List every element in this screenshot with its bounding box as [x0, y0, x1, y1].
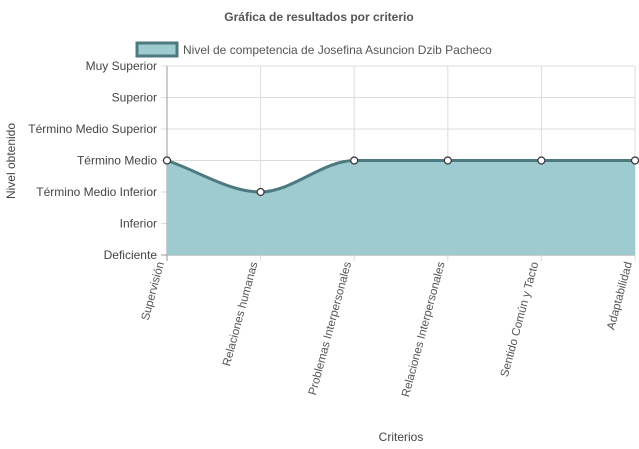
y-axis-ticks: Deficiente Inferior Término Medio Inferior… [28, 59, 157, 262]
x-tick-label: Relaciones Interpersonales [400, 260, 448, 398]
x-axis-title: Criterios [379, 430, 424, 444]
x-tick-label: Adaptabilidad [605, 261, 635, 331]
y-tick-label: Deficiente [104, 248, 158, 262]
y-tick-label: Superior [112, 91, 157, 105]
data-point[interactable] [350, 156, 359, 165]
data-point[interactable] [630, 156, 639, 165]
y-axis-title: Nivel obtenido [4, 123, 18, 199]
chart-title: Gráfica de resultados por criterio [224, 10, 413, 24]
y-tick-label: Término Medio Inferior [36, 185, 157, 199]
data-point[interactable] [256, 187, 265, 197]
x-tick-label: Relaciones humanas [221, 260, 260, 367]
series-area [167, 160, 635, 255]
series-line [166, 158, 635, 194]
data-points [162, 156, 639, 197]
y-tick-label: Término Medio Superior [28, 122, 157, 136]
data-point[interactable] [162, 156, 172, 165]
series-layer [166, 158, 635, 255]
y-tick-label: Término Medio [77, 154, 157, 168]
legend-label: Nivel de competencia de Josefina Asuncio… [183, 43, 492, 57]
legend[interactable]: Nivel de competencia de Josefina Asuncio… [135, 41, 492, 58]
y-tick-label: Muy Superior [86, 59, 157, 73]
x-axis-ticks: Supervisión Relaciones humanas Problemas I… [140, 260, 635, 398]
x-tick-label: Sentido Común y Tacto [499, 261, 541, 379]
data-point[interactable] [537, 156, 546, 165]
data-point[interactable] [443, 156, 452, 165]
y-tick-label: Inferior [120, 217, 157, 231]
legend-swatch[interactable] [135, 41, 179, 58]
x-tick-label: Supervisión [140, 261, 167, 322]
x-tick-label: Problemas Interpersonales [307, 260, 354, 396]
